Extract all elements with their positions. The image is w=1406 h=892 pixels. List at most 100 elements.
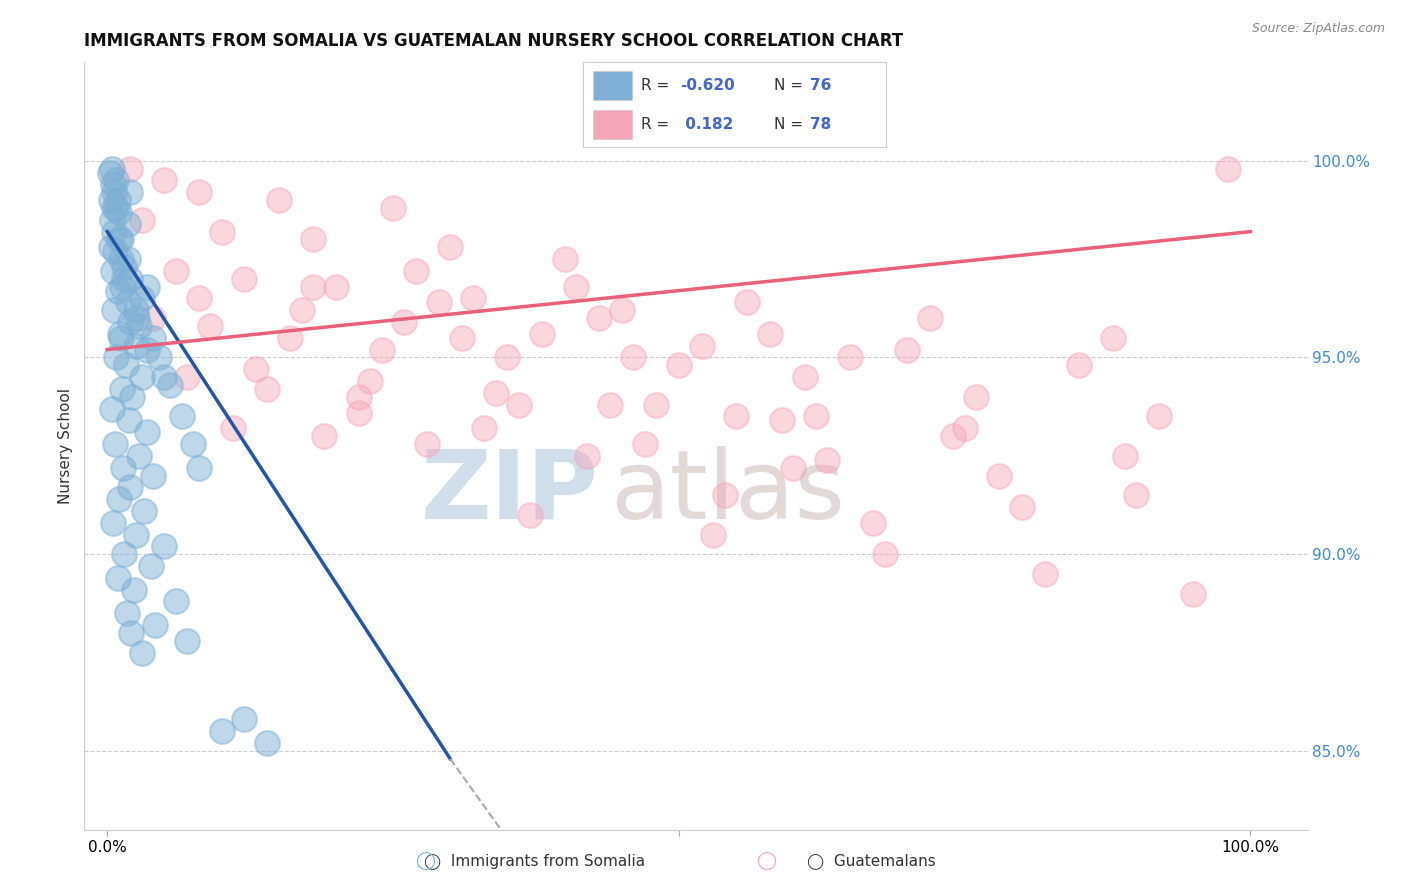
Text: ◯  Guatemalans: ◯ Guatemalans	[807, 853, 936, 869]
Point	[125, 303, 148, 318]
Point	[132, 504, 155, 518]
Point	[165, 264, 187, 278]
Point	[724, 409, 747, 424]
Point	[588, 311, 610, 326]
Point	[100, 240, 122, 254]
Point	[153, 173, 176, 187]
Point	[496, 351, 519, 365]
Point	[101, 264, 124, 278]
Point	[633, 437, 655, 451]
Point	[142, 311, 165, 326]
Point	[100, 193, 122, 207]
Point	[576, 449, 599, 463]
Point	[233, 272, 256, 286]
Point	[198, 318, 221, 333]
Point	[896, 343, 918, 357]
Point	[136, 343, 159, 357]
Point	[139, 559, 162, 574]
Point	[1125, 488, 1147, 502]
Y-axis label: Nursery School: Nursery School	[58, 388, 73, 504]
Point	[804, 409, 827, 424]
Point	[153, 370, 176, 384]
Point	[115, 606, 138, 620]
Point	[110, 252, 132, 267]
Point	[713, 488, 735, 502]
Point	[112, 460, 135, 475]
Point	[920, 311, 942, 326]
Point	[117, 217, 139, 231]
Point	[111, 382, 134, 396]
Point	[1114, 449, 1136, 463]
Point	[117, 252, 139, 267]
Point	[690, 339, 713, 353]
Point	[1216, 161, 1239, 176]
Point	[737, 295, 759, 310]
Point	[114, 359, 136, 373]
Text: 76: 76	[810, 78, 831, 93]
Bar	[592, 71, 631, 100]
Point	[233, 713, 256, 727]
Point	[107, 284, 129, 298]
Point	[405, 264, 427, 278]
Point	[187, 292, 209, 306]
Point	[107, 571, 129, 585]
Point	[148, 351, 170, 365]
Point	[101, 212, 124, 227]
Point	[359, 374, 381, 388]
Point	[170, 409, 193, 424]
Point	[965, 390, 987, 404]
Point	[427, 295, 450, 310]
Point	[120, 625, 142, 640]
Point	[347, 390, 370, 404]
Point	[245, 362, 267, 376]
Point	[278, 331, 301, 345]
Point	[101, 178, 124, 192]
Point	[1147, 409, 1170, 424]
Point	[136, 279, 159, 293]
Text: ◯: ◯	[415, 852, 434, 870]
Point	[176, 633, 198, 648]
Point	[370, 343, 392, 357]
Point	[211, 225, 233, 239]
Point	[118, 413, 141, 427]
Point	[120, 480, 142, 494]
Point	[112, 547, 135, 561]
Point	[131, 212, 153, 227]
Bar	[592, 110, 631, 139]
Text: 0.182: 0.182	[681, 117, 734, 132]
Point	[1067, 359, 1090, 373]
Point	[759, 326, 782, 341]
Point	[1033, 566, 1056, 581]
Point	[668, 359, 690, 373]
Point	[120, 186, 142, 200]
Point	[110, 232, 132, 246]
Point	[485, 385, 508, 400]
Text: ◯  Immigrants from Somalia: ◯ Immigrants from Somalia	[423, 853, 645, 869]
Point	[565, 279, 588, 293]
Point	[302, 279, 325, 293]
Point	[873, 547, 896, 561]
Point	[1102, 331, 1125, 345]
Text: R =: R =	[641, 78, 673, 93]
Point	[122, 582, 145, 597]
Point	[817, 452, 839, 467]
Point	[128, 318, 150, 333]
Point	[382, 201, 405, 215]
Point	[107, 193, 129, 207]
Point	[103, 225, 125, 239]
Point	[112, 260, 135, 274]
Point	[256, 382, 278, 396]
Point	[793, 370, 815, 384]
Point	[953, 421, 976, 435]
Point	[176, 370, 198, 384]
Point	[131, 292, 153, 306]
Text: N =: N =	[773, 117, 808, 132]
Text: 78: 78	[810, 117, 831, 132]
Point	[519, 508, 541, 522]
Point	[394, 315, 416, 329]
Point	[108, 326, 131, 341]
Text: R =: R =	[641, 117, 673, 132]
Point	[105, 173, 128, 187]
Point	[104, 437, 127, 451]
Point	[302, 232, 325, 246]
